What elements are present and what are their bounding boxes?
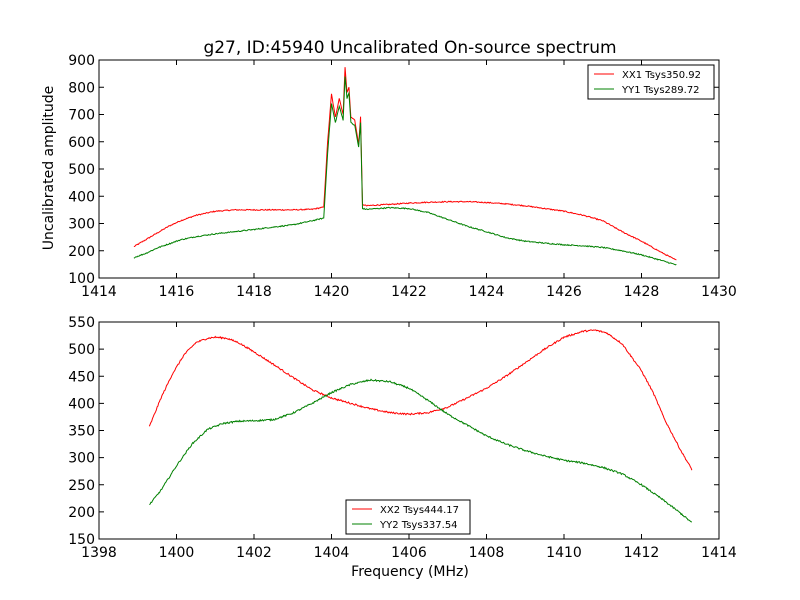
top-x-tick-label-2: 1418	[236, 284, 272, 300]
bottom-y-tick-label-1: 200	[68, 505, 95, 521]
bottom-x-tick-label-1: 1400	[159, 545, 195, 561]
bottom-y-tick-label-0: 150	[68, 532, 95, 548]
top-x-tick-label-5: 1424	[469, 284, 505, 300]
bottom-series-line-1	[149, 378, 693, 523]
bottom-y-tick-label-7: 500	[68, 342, 95, 358]
top-x-tick-label-6: 1426	[546, 284, 582, 300]
bottom-x-tick-label-0: 1398	[81, 545, 117, 561]
top-y-tick-label-0: 100	[68, 271, 95, 287]
top-series-line-1	[133, 76, 677, 266]
top-y-tick-label-2: 300	[68, 217, 95, 233]
top-x-tick-label-0: 1414	[81, 284, 117, 300]
bottom-x-tick-label-2: 1402	[236, 545, 272, 561]
bottom-legend-box	[345, 499, 471, 535]
bottom-series-line-0	[148, 329, 693, 471]
top-legend-box	[587, 64, 715, 100]
top-x-tick-label-1: 1416	[159, 284, 195, 300]
top-y-tick-label-5: 600	[68, 135, 95, 151]
bottom-y-tick-label-2: 250	[68, 478, 95, 494]
bottom-x-tick-label-4: 1406	[391, 545, 427, 561]
top-legend: XX1 Tsys350.92 YY1 Tsys289.72	[587, 64, 715, 100]
bottom-x-tick-label-3: 1404	[314, 545, 350, 561]
bottom-plot: 1398 1400 1402 1404 1406 1408 1410 1412 1414 150 2…	[68, 315, 737, 561]
bottom-x-tick-label-6: 1410	[546, 545, 582, 561]
bottom-legend: XX2 Tsys444.17 YY2 Tsys337.54	[345, 499, 471, 535]
top-y-tick-label-1: 200	[68, 244, 95, 260]
top-x-tick-label-7: 1428	[624, 284, 660, 300]
top-x-tick-label-3: 1420	[314, 284, 350, 300]
top-legend-label-0: XX1 Tsys350.92	[622, 70, 701, 81]
top-y-tick-label-8: 900	[68, 53, 95, 69]
top-plot: 1414 1416 1418 1420 1422 1424 1426 1428 1430 100 2…	[68, 53, 737, 300]
top-legend-label-1: YY1 Tsys289.72	[621, 85, 700, 96]
bottom-x-tick-label-7: 1412	[624, 545, 660, 561]
top-y-axis-label: Uncalibrated amplitude	[41, 86, 57, 251]
top-y-tick-label-3: 400	[68, 189, 95, 205]
top-x-tick-label-4: 1422	[391, 284, 427, 300]
bottom-y-tick-label-8: 550	[68, 315, 95, 331]
top-y-tick-label-6: 700	[68, 108, 95, 124]
top-series-line-0	[133, 67, 677, 261]
bottom-legend-label-0: XX2 Tsys444.17	[380, 505, 459, 516]
bottom-x-axis-label: Frequency (MHz)	[351, 564, 469, 580]
bottom-y-tick-label-4: 350	[68, 424, 95, 440]
bottom-x-tick-label-8: 1414	[701, 545, 737, 561]
top-y-tick-label-4: 500	[68, 162, 95, 178]
bottom-legend-label-1: YY2 Tsys337.54	[379, 520, 458, 531]
bottom-y-tick-label-6: 450	[68, 369, 95, 385]
top-y-tick-label-7: 800	[68, 80, 95, 96]
chart-title: g27, ID:45940 Uncalibrated On-source spe…	[203, 38, 616, 58]
bottom-y-tick-label-3: 300	[68, 451, 95, 467]
top-x-tick-label-8: 1430	[701, 284, 737, 300]
bottom-x-tick-label-5: 1408	[469, 545, 505, 561]
bottom-y-tick-label-5: 400	[68, 396, 95, 412]
